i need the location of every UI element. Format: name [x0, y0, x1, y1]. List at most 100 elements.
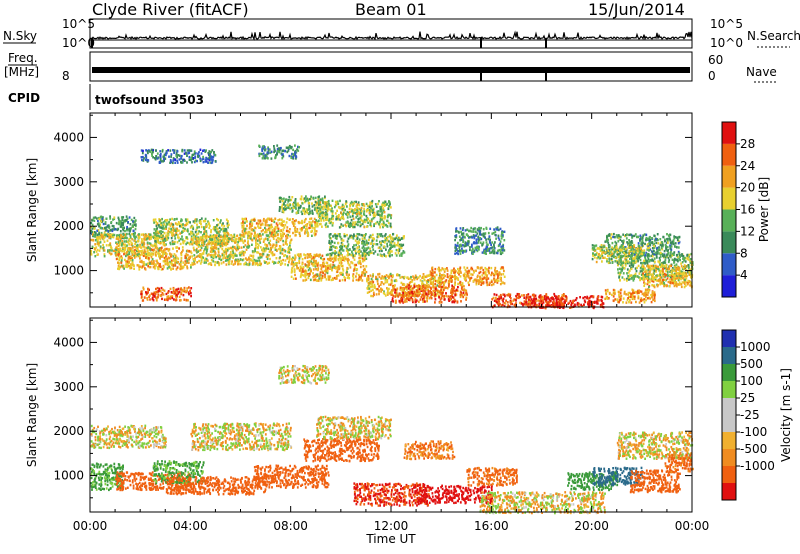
power-cell	[97, 239, 99, 242]
power-cell	[463, 288, 466, 291]
power-cell	[474, 230, 477, 233]
power-cell	[430, 276, 433, 280]
power-cell	[329, 208, 332, 211]
power-cell	[342, 207, 345, 210]
power-cell	[361, 254, 364, 257]
power-cell	[285, 198, 288, 201]
power-cell	[300, 266, 303, 269]
power-cell	[295, 157, 297, 160]
power-cell	[384, 277, 387, 280]
power-cell	[295, 207, 297, 210]
power-cell	[154, 263, 157, 266]
power-cell	[234, 252, 237, 256]
power-cell	[182, 223, 184, 226]
power-cell	[224, 259, 227, 262]
power-cell	[332, 235, 334, 238]
power-cell	[230, 254, 233, 257]
power-cell	[335, 201, 338, 204]
power-cell	[204, 225, 207, 229]
power-cell	[394, 237, 396, 241]
power-cell	[445, 286, 447, 289]
power-cell	[180, 292, 183, 296]
power-cell	[158, 230, 161, 233]
power-cell	[274, 248, 277, 251]
power-cell	[97, 219, 99, 223]
power-cell	[172, 227, 175, 230]
power-cell	[499, 276, 502, 279]
power-cell	[179, 242, 182, 246]
power-cell	[340, 259, 342, 262]
power-cell	[362, 203, 365, 206]
power-cell	[145, 235, 147, 238]
power-cell	[371, 205, 373, 208]
power-cell	[350, 200, 353, 204]
power-cell	[479, 241, 482, 244]
power-cell	[188, 151, 191, 155]
power-cell	[294, 229, 296, 232]
power-cell	[351, 253, 354, 256]
power-cell	[153, 264, 156, 268]
power-cell	[242, 224, 245, 227]
power-cell	[304, 232, 306, 235]
power-cell	[443, 270, 446, 273]
power-cell	[303, 220, 306, 224]
power-cell	[385, 223, 387, 227]
power-cell	[349, 204, 352, 208]
power-cell	[143, 235, 146, 239]
power-cell	[341, 245, 344, 248]
power-cell	[325, 201, 328, 204]
power-cell	[363, 242, 366, 245]
power-cell	[267, 217, 269, 220]
power-cell	[445, 292, 447, 295]
power-cell	[399, 293, 402, 297]
power-cell	[285, 238, 288, 241]
power-cell	[242, 221, 245, 225]
power-cell	[313, 260, 316, 263]
power-cell	[131, 233, 133, 236]
power-cell	[403, 275, 406, 279]
power-cell	[124, 236, 127, 239]
power-cell	[96, 223, 99, 226]
power-cell	[116, 234, 118, 237]
power-cell	[290, 198, 293, 202]
power-cell	[443, 294, 445, 298]
power-cell	[335, 237, 338, 240]
power-cell	[401, 244, 404, 247]
power-cell	[363, 236, 366, 239]
power-cell	[212, 227, 215, 231]
power-cell	[355, 234, 357, 238]
power-cell	[151, 297, 154, 301]
power-cell	[421, 283, 423, 286]
power-cell	[362, 234, 364, 237]
power-cell	[249, 254, 252, 257]
power-cell	[158, 249, 161, 252]
power-cell	[187, 220, 190, 224]
power-cell	[188, 232, 191, 236]
power-cell	[387, 221, 390, 225]
power-cell	[285, 239, 288, 242]
power-cell	[434, 293, 437, 296]
power-cell	[198, 230, 200, 233]
power-cell	[126, 265, 129, 269]
power-cell	[379, 233, 381, 236]
power-cell	[377, 246, 380, 249]
power-cell	[109, 235, 111, 238]
power-cell	[293, 227, 296, 230]
power-cell	[228, 259, 231, 263]
nsky-label: N.Sky	[3, 29, 37, 43]
power-cell	[109, 242, 112, 245]
power-cell	[379, 234, 382, 238]
power-cell	[328, 241, 331, 244]
power-cell	[261, 147, 264, 150]
power-cell	[126, 244, 128, 247]
power-cell	[328, 233, 331, 236]
power-cell	[232, 239, 235, 243]
date-title: 15/Jun/2014	[588, 0, 685, 19]
power-cell	[450, 291, 453, 295]
power-cell	[366, 243, 368, 246]
power-cell	[352, 248, 355, 251]
power-cell	[130, 243, 133, 247]
power-cell	[403, 291, 406, 295]
power-cell	[188, 155, 191, 159]
power-cell	[379, 283, 382, 286]
